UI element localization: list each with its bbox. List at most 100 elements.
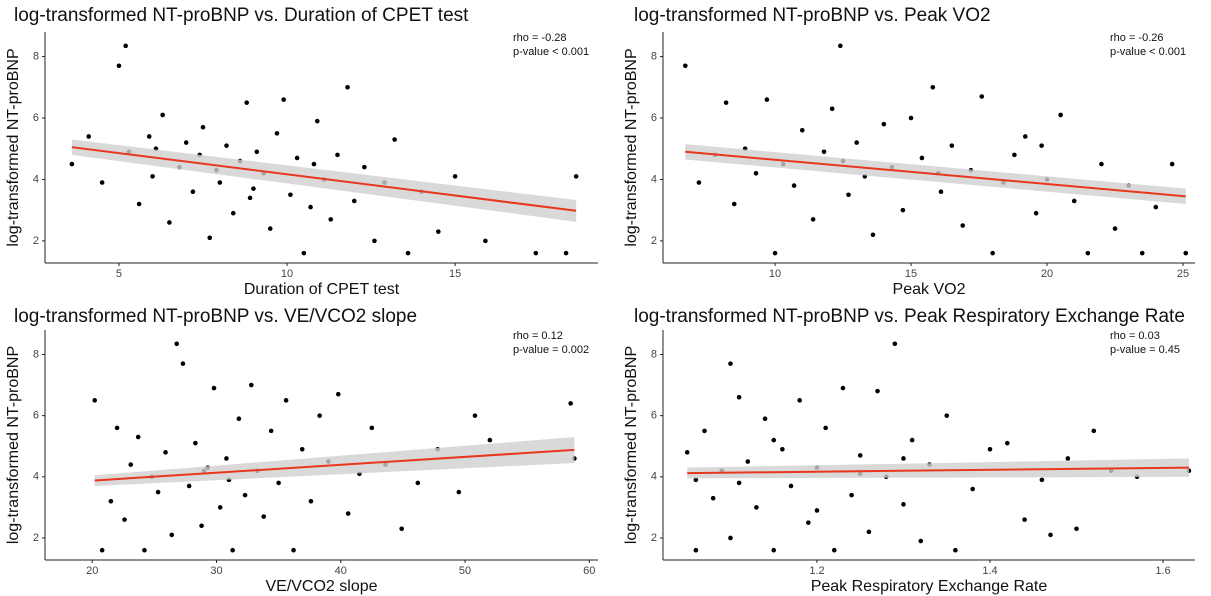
x-tick-label: 1.2 <box>809 565 824 577</box>
x-axis-label: VE/VCO2 slope <box>265 578 377 595</box>
y-tick-label: 6 <box>33 112 39 124</box>
point <box>736 480 742 486</box>
point <box>979 94 985 99</box>
y-tick-label: 2 <box>651 235 657 247</box>
point <box>1039 143 1044 148</box>
panel: log-transformed NT-proBNP vs. Peak VO2 Pe… <box>623 5 1195 298</box>
y-axis-label: log-transformed NT-proBNP <box>5 346 22 544</box>
y-axis-label: log-transformed NT-proBNP <box>623 48 640 246</box>
x-axis-label: Peak Respiratory Exchange Rate <box>811 578 1048 595</box>
y-tick-label: 4 <box>651 173 657 185</box>
point <box>308 204 313 210</box>
point <box>248 382 254 388</box>
point <box>267 226 273 231</box>
point <box>186 483 192 489</box>
point <box>990 250 995 256</box>
point <box>1033 210 1039 216</box>
point <box>123 43 128 49</box>
point <box>122 517 127 522</box>
point <box>136 201 142 207</box>
x-tick-label: 20 <box>86 565 98 577</box>
point <box>1022 134 1028 139</box>
point <box>829 106 835 112</box>
point <box>684 450 690 455</box>
point <box>288 192 293 198</box>
x-tick-label: 10 <box>281 268 293 280</box>
point <box>142 547 147 553</box>
point <box>193 440 198 446</box>
point <box>92 398 98 403</box>
point <box>69 161 75 167</box>
point <box>167 220 172 225</box>
point <box>840 385 846 391</box>
point <box>1112 226 1118 231</box>
point <box>399 526 404 532</box>
point <box>261 514 267 519</box>
annotation: rho = -0.26 <box>1110 32 1164 44</box>
point <box>291 547 296 553</box>
point <box>224 143 229 148</box>
point <box>116 63 122 69</box>
y-tick-label: 8 <box>651 50 657 62</box>
x-tick-label: 15 <box>449 268 461 280</box>
point <box>780 446 785 452</box>
y-tick-label: 2 <box>651 532 657 544</box>
point <box>247 195 253 201</box>
point <box>1058 112 1063 118</box>
point <box>693 477 699 483</box>
point <box>849 492 854 498</box>
point <box>283 398 289 403</box>
point <box>930 84 936 90</box>
point <box>311 161 317 167</box>
point <box>199 523 204 529</box>
fit-line <box>71 146 577 212</box>
point <box>745 459 751 464</box>
point <box>224 456 229 461</box>
point <box>838 43 843 49</box>
point <box>328 217 334 222</box>
point <box>696 180 702 185</box>
y-tick-label: 4 <box>651 471 657 483</box>
point <box>108 498 114 504</box>
point <box>1139 250 1145 256</box>
point <box>86 134 92 139</box>
point <box>875 388 880 394</box>
x-tick-label: 20 <box>1041 268 1053 280</box>
point <box>345 84 350 90</box>
point <box>736 394 742 400</box>
annotation: rho = 0.03 <box>1110 330 1160 342</box>
panel-title: log-transformed NT-proBNP vs. Peak VO2 <box>634 5 991 26</box>
x-tick-label: 60 <box>583 565 595 577</box>
point <box>814 508 820 513</box>
y-tick-label: 6 <box>651 410 657 422</box>
point <box>693 547 699 553</box>
point <box>764 97 770 102</box>
point <box>230 210 236 216</box>
point <box>683 63 688 69</box>
point <box>99 180 105 185</box>
point <box>823 425 828 431</box>
panel-title: log-transformed NT-proBNP vs. Duration o… <box>14 5 469 26</box>
point <box>281 97 286 102</box>
annotation: p-value < 0.001 <box>1110 46 1186 58</box>
point <box>908 115 914 121</box>
point <box>1099 161 1104 167</box>
point <box>415 480 421 486</box>
point <box>230 547 235 553</box>
point <box>806 520 811 525</box>
point <box>369 425 375 431</box>
point <box>771 547 777 553</box>
point <box>163 450 168 455</box>
point <box>753 171 759 176</box>
fit-line <box>687 466 1189 475</box>
point <box>970 486 975 492</box>
point <box>568 401 573 406</box>
point <box>1183 250 1189 256</box>
point <box>392 137 397 142</box>
point <box>372 238 377 244</box>
point <box>831 547 837 553</box>
panel: log-transformed NT-proBNP vs. VE/VCO2 sl… <box>5 306 598 595</box>
point <box>217 180 223 185</box>
